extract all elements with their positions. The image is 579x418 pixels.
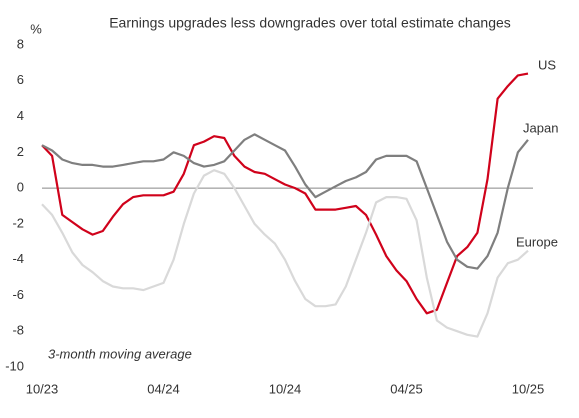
series-label: Japan — [523, 120, 558, 135]
y-tick-label: -6 — [12, 287, 24, 302]
y-tick-label: -10 — [5, 358, 24, 373]
x-tick-label: 04/24 — [147, 381, 180, 396]
y-axis-label: % — [30, 21, 42, 36]
series-line — [41, 133, 529, 270]
x-tick-label: 04/25 — [390, 381, 423, 396]
x-tick-label: 10/23 — [26, 381, 59, 396]
y-tick-label: -2 — [12, 215, 24, 230]
chart-title: Earnings upgrades less downgrades over t… — [109, 15, 511, 31]
y-tick-label: 8 — [17, 36, 24, 51]
y-tick-label: 0 — [17, 180, 24, 195]
y-tick-label: -8 — [12, 323, 24, 338]
x-tick-label: 10/24 — [269, 381, 302, 396]
y-tick-label: -4 — [12, 251, 24, 266]
series-line — [41, 169, 529, 338]
series-label: Europe — [516, 234, 558, 249]
annotation: 3-month moving average — [48, 346, 192, 361]
y-tick-label: 4 — [17, 108, 24, 123]
y-tick-label: 6 — [17, 72, 24, 87]
series-line — [41, 72, 529, 315]
x-tick-label: 10/25 — [512, 381, 545, 396]
y-tick-label: 2 — [17, 144, 24, 159]
series-label: US — [538, 57, 556, 72]
